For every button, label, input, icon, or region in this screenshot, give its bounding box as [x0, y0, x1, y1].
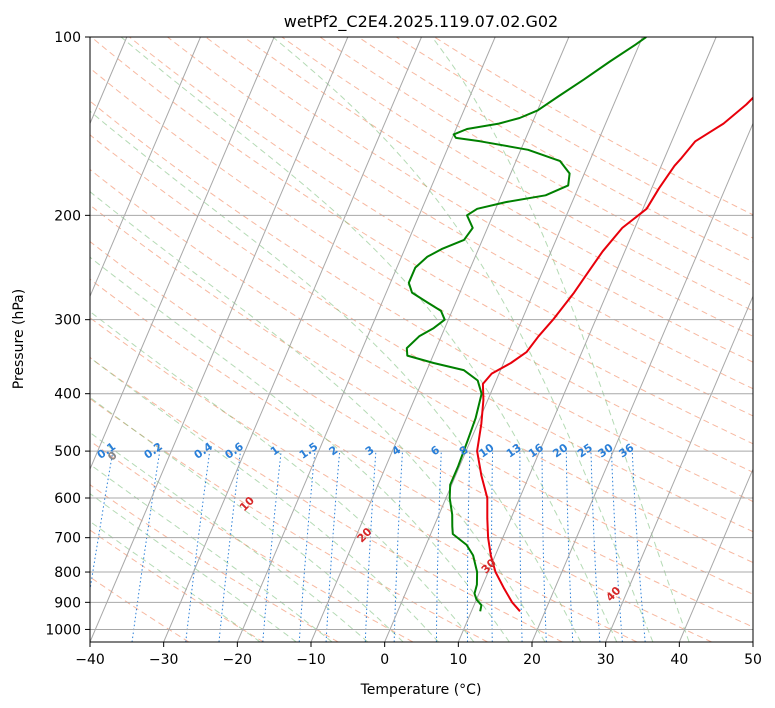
dry-adiabat — [90, 134, 753, 533]
isotherm-line — [163, 37, 422, 642]
temperature-line — [476, 96, 753, 612]
y-tick-label: 400 — [54, 387, 81, 403]
moist-adiabat — [90, 356, 439, 642]
mixing-ratio-label: 25 — [575, 441, 595, 460]
x-tick-label: −30 — [149, 652, 179, 668]
moist-adiabat — [90, 493, 297, 642]
dry-adiabat — [90, 100, 753, 503]
dry-adiabat — [129, 37, 753, 417]
x-tick-label: −20 — [223, 652, 253, 668]
isotherm-line — [605, 295, 753, 642]
background-lines — [90, 37, 753, 642]
mixing-ratio-label: 20 — [550, 441, 570, 461]
mixing-ratio-label: 10 — [477, 441, 497, 461]
x-tick-label: 40 — [670, 652, 688, 668]
x-axis-label: Temperature (°C) — [360, 682, 482, 698]
y-tick-label: 600 — [54, 491, 81, 507]
dry-adiabat — [357, 37, 753, 263]
dry-adiabat-label: 10 — [237, 494, 257, 514]
axis-ticks: −40 −30 −20 −10 0 10 20 30 40 50 100 200 300 400 500 60… — [45, 30, 762, 668]
mixing-ratio-line — [611, 451, 623, 642]
dry-adiabat — [90, 317, 638, 642]
x-tick-label: −10 — [296, 652, 326, 668]
dry-adiabat — [90, 168, 753, 564]
dry-adiabat-label: 20 — [355, 525, 375, 545]
y-tick-label: 100 — [54, 30, 81, 46]
isotherm-line — [531, 122, 753, 642]
dry-adiabat — [281, 37, 753, 312]
dry-adiabat — [90, 278, 712, 642]
mixing-ratio-label: 30 — [596, 441, 616, 461]
x-tick-label: 50 — [744, 652, 762, 668]
isotherm-line — [236, 37, 496, 642]
mixing-ratio-line — [435, 451, 442, 642]
mixing-ratio-line — [364, 451, 377, 642]
isotherm-line — [90, 37, 275, 471]
moist-adiabat — [431, 37, 690, 642]
moist-adiabat — [90, 431, 369, 642]
isotherm-line — [310, 37, 570, 642]
isotherm-line — [752, 640, 753, 642]
dry-adiabat — [90, 576, 190, 642]
dry-adiabat — [90, 440, 414, 642]
dry-adiabat — [90, 397, 488, 642]
dry-adiabat — [90, 241, 753, 628]
x-tick-label: 30 — [597, 652, 615, 668]
dry-adiabat-label: 40 — [603, 584, 623, 604]
y-tick-label: 300 — [54, 313, 81, 329]
series-lines — [405, 37, 753, 612]
chart-title: wetPf2_C2E4.2025.119.07.02.G02 — [284, 12, 558, 32]
mixing-ratio-label: 0.2 — [142, 440, 165, 462]
dry-adiabat-label: -10 — [7, 420, 30, 443]
plot-frame — [89, 36, 754, 643]
moist-adiabat — [272, 37, 654, 642]
mixing-ratio-line — [565, 451, 574, 642]
moist-adiabat — [90, 110, 582, 642]
moist-adiabat — [120, 37, 618, 642]
mixing-ratio-line — [590, 451, 601, 642]
x-tick-label: −40 — [75, 652, 105, 668]
y-tick-label: 800 — [54, 565, 81, 581]
y-tick-label: 1000 — [45, 622, 81, 638]
mixing-ratio-line — [262, 451, 282, 642]
isotherm-line — [90, 37, 201, 298]
dry-adiabat — [434, 37, 753, 216]
x-tick-label: 0 — [380, 652, 389, 668]
moist-adiabat — [90, 396, 404, 642]
y-tick-label: 700 — [54, 531, 81, 547]
moist-adiabat — [90, 520, 261, 642]
dry-adiabat — [243, 37, 753, 337]
mixing-ratio-line — [298, 451, 316, 642]
isotherm-line — [90, 37, 349, 642]
mixing-ratio-line — [631, 451, 646, 642]
grid-lines — [90, 37, 753, 642]
y-tick-label: 500 — [54, 444, 81, 460]
isotherm-line — [678, 467, 753, 642]
mixing-ratio-line — [519, 451, 523, 642]
x-tick-label: 10 — [449, 652, 467, 668]
mixing-ratio-line — [90, 451, 114, 593]
mixing-ratio-line — [491, 451, 494, 642]
mixing-ratio-label: 1.5 — [297, 440, 320, 462]
mixing-ratio-label: 13 — [504, 441, 524, 460]
dry-adiabat — [90, 484, 339, 642]
dry-adiabat — [90, 204, 753, 595]
y-axis-label: Pressure (hPa) — [11, 289, 27, 389]
isotherm-line — [457, 37, 717, 642]
moist-adiabat — [90, 256, 510, 642]
moist-adiabat — [90, 310, 475, 642]
y-tick-label: 200 — [54, 208, 81, 224]
x-tick-label: 20 — [523, 652, 541, 668]
isotherm-line — [384, 37, 643, 642]
mixing-ratio-line — [218, 451, 241, 642]
y-tick-label: 900 — [54, 595, 81, 611]
dry-adiabat — [90, 37, 753, 445]
dewpoint-line — [405, 37, 647, 612]
mixing-ratio-line — [185, 451, 211, 642]
moist-adiabat — [90, 463, 333, 642]
moist-adiabat — [90, 191, 546, 642]
dry-adiabat — [90, 356, 563, 642]
dry-adiabat — [90, 529, 264, 642]
